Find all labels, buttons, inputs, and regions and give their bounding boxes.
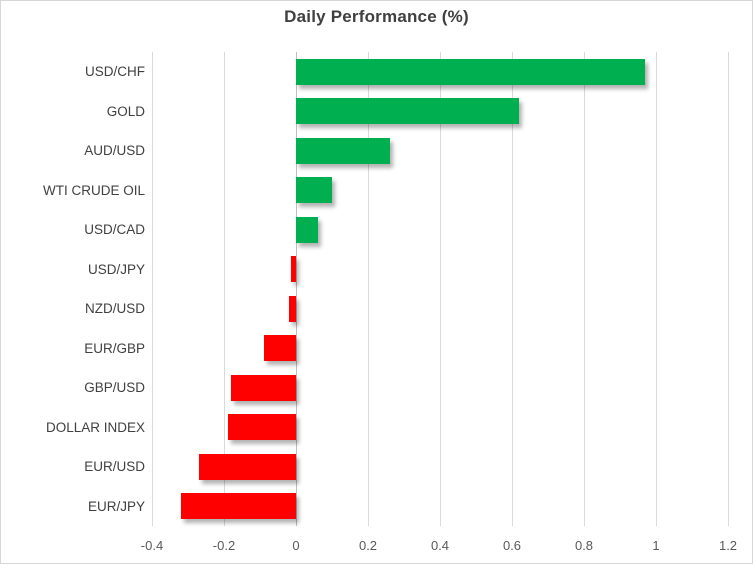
category-label: USD/CHF [85, 64, 145, 80]
category-label: GBP/USD [84, 380, 145, 396]
bar-dollar-index [227, 414, 296, 441]
bar-usd-cad [296, 216, 318, 243]
bar-aud-usd [296, 137, 390, 164]
bar-wti-crude-oil [296, 177, 332, 204]
gridline [583, 52, 585, 526]
bar-gold [296, 98, 520, 125]
x-tick-label: -0.2 [212, 538, 236, 553]
category-label: EUR/GBP [84, 340, 145, 356]
bar-usd-jpy [290, 256, 296, 283]
bar-nzd-usd [288, 295, 296, 322]
bar-eur-gbp [263, 335, 296, 362]
gridline [151, 52, 153, 526]
gridline [655, 52, 657, 526]
bar-usd-chf [296, 58, 646, 85]
x-tick-label: 0.6 [502, 538, 522, 553]
category-label: DOLLAR INDEX [45, 419, 145, 435]
x-tick-label: 1 [652, 538, 660, 553]
gridline [439, 52, 441, 526]
category-label: EUR/USD [84, 459, 145, 475]
zero-axis-line [295, 52, 297, 526]
chart-title: Daily Performance (%) [284, 7, 469, 26]
gridline [511, 52, 513, 526]
x-tick-label: 1.2 [718, 538, 738, 553]
bar-gbp-usd [231, 374, 296, 401]
bar-eur-jpy [180, 493, 296, 520]
category-label: USD/JPY [87, 261, 145, 277]
category-label: USD/CAD [84, 222, 145, 238]
category-label: GOLD [106, 103, 145, 119]
category-label: NZD/USD [85, 301, 145, 317]
plot-area [151, 52, 729, 526]
bar-eur-usd [198, 453, 296, 480]
gridline [367, 52, 369, 526]
gridline [223, 52, 225, 526]
x-tick-label: 0.2 [358, 538, 378, 553]
gridline [727, 52, 729, 526]
x-tick-label: 0.4 [430, 538, 450, 553]
x-tick-label: 0.8 [574, 538, 594, 553]
category-label: AUD/USD [84, 143, 145, 159]
x-axis-ticks: -0.4 -0.2 0 0.2 0.4 0.6 0.8 1 1.2 [141, 538, 737, 556]
x-tick-label: 0 [292, 538, 300, 553]
category-label: EUR/JPY [87, 498, 145, 514]
category-axis: USD/CHF GOLD AUD/USD WTI CRUDE OIL USD/CAD US… [0, 52, 145, 526]
category-label: WTI CRUDE OIL [42, 182, 145, 198]
x-tick-label: -0.4 [140, 538, 164, 553]
